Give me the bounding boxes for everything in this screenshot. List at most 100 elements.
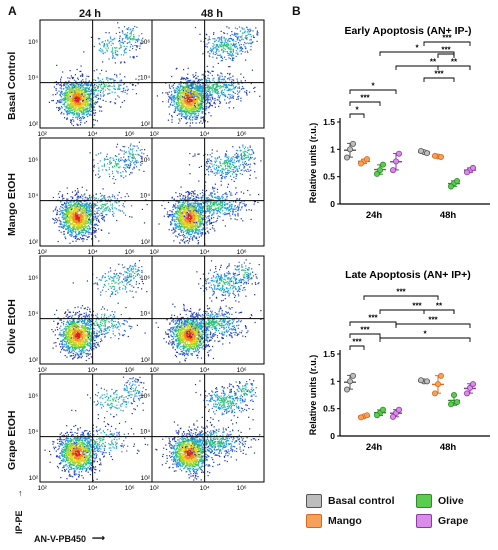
y-tick-label: 1 (330, 376, 335, 386)
flow-plot-frame (39, 19, 153, 129)
data-point (380, 406, 387, 413)
x-category-label: 24h (366, 442, 383, 453)
x-tick-label: 10² (150, 249, 160, 256)
data-point (350, 372, 357, 379)
flow-dots (156, 26, 261, 127)
significance-bracket: *** (379, 302, 455, 314)
y-tick-label: 10⁶ (28, 393, 38, 400)
significance-bracket: *** (349, 326, 381, 338)
y-tick-label: 10⁴ (28, 192, 38, 199)
y-tick-label: 1 (330, 144, 335, 154)
data-point (364, 412, 371, 419)
x-tick-label: 10⁴ (88, 131, 98, 138)
x-tick-label: 10⁶ (237, 131, 247, 138)
data-point (466, 384, 473, 391)
column-header-24h: 24 h (78, 8, 101, 20)
data-point (463, 169, 470, 176)
y-tick-label: 10⁴ (28, 428, 38, 435)
significance-label: *** (441, 46, 451, 55)
flow-plot-frame (151, 373, 265, 483)
y-tick-label: 10⁶ (140, 393, 150, 400)
y-tick-label: 10² (141, 357, 151, 364)
x-axis-arrow-icon: ⟶ (92, 533, 105, 543)
data-point (358, 414, 365, 421)
data-point (469, 164, 476, 171)
x-tick-label: 10² (38, 367, 48, 374)
flow-plot-1-0: 10⁶ 10⁴ 10² 10² 10⁴ 10⁶ (28, 137, 153, 256)
y-tick-label: 0 (330, 199, 335, 209)
flow-dots (155, 259, 262, 363)
x-tick-label: 10⁶ (237, 485, 247, 492)
x-tick-label: 10⁶ (237, 367, 247, 374)
legend-mango: Mango (306, 514, 362, 528)
x-tick-label: 10² (150, 131, 160, 138)
y-tick-label: 10² (29, 475, 39, 482)
x-tick-label: 10⁶ (125, 367, 135, 374)
data-point (417, 377, 424, 384)
y-tick-label: 0.5 (323, 404, 335, 414)
significance-label: *** (412, 302, 422, 311)
significance-bracket: *** (363, 288, 439, 300)
significance-bracket: *** (423, 70, 455, 82)
y-tick-label: 10⁴ (140, 192, 150, 199)
data-point (437, 153, 444, 160)
data-point (447, 183, 454, 190)
significance-bracket: *** (423, 34, 471, 46)
y-tick-label: 1.5 (323, 349, 335, 359)
significance-label: *** (428, 316, 438, 325)
data-point (423, 378, 430, 385)
flow-plot-0-1: 10⁶ 10⁴ 10² 10² 10⁴ 10⁶ (140, 19, 265, 138)
data-point (344, 154, 351, 161)
data-point (380, 161, 387, 168)
significance-label: * (423, 330, 427, 339)
flow-plot-2-1: 10⁶ 10⁴ 10² 10² 10⁴ 10⁶ (140, 255, 265, 374)
x-tick-label: 10² (38, 131, 48, 138)
significance-bracket: *** (395, 316, 471, 328)
flow-dots (44, 376, 149, 481)
x-category-label: 48h (440, 210, 457, 221)
significance-bracket: *** (349, 338, 365, 350)
data-point (358, 160, 365, 167)
y-tick-label: 10² (29, 239, 39, 246)
chart-0: Early Apoptosis (AN+ IP-) Relative units … (308, 25, 490, 221)
data-point (364, 156, 371, 163)
data-point (350, 140, 357, 147)
data-point (463, 390, 470, 397)
chart-1: Late Apoptosis (AN+ IP+) Relative units (… (308, 269, 490, 453)
data-point (390, 167, 397, 174)
x-tick-label: 10⁶ (125, 131, 135, 138)
x-tick-label: 10⁶ (125, 249, 135, 256)
significance-label: *** (442, 34, 452, 43)
x-tick-label: 10² (38, 249, 48, 256)
flow-plot-2-0: 10⁶ 10⁴ 10² 10² 10⁴ 10⁶ (28, 255, 153, 374)
x-tick-label: 10² (38, 485, 48, 492)
apoptosis-charts: Early Apoptosis (AN+ IP-) Relative units … (308, 25, 490, 453)
legend-label-mango: Mango (328, 515, 362, 527)
legend-label-grape: Grape (438, 515, 469, 527)
significance-label: *** (352, 338, 362, 347)
flow-plot-frame (39, 255, 153, 365)
y-tick-label: 10² (29, 121, 39, 128)
flow-dots (158, 144, 262, 245)
data-point (390, 413, 397, 420)
flow-dots (51, 260, 148, 362)
y-tick-label: 10² (29, 357, 39, 364)
x-tick-label: 10⁶ (125, 485, 135, 492)
data-point (377, 167, 384, 174)
y-tick-label: 10⁴ (140, 428, 150, 435)
significance-bracket: ** (395, 58, 471, 70)
significance-label: ** (430, 58, 437, 67)
panel-a-letter: A (8, 4, 17, 18)
flow-plot-3-1: 10⁶ 10⁴ 10² 10² 10⁴ 10⁶ (140, 373, 265, 492)
data-point (393, 158, 400, 165)
significance-bracket: *** (349, 94, 381, 106)
flow-dots (48, 22, 145, 127)
y-tick-label: 10⁶ (140, 39, 150, 46)
significance-bracket: * (349, 82, 397, 94)
legend-swatch-olive (416, 494, 432, 508)
y-tick-label: 10² (141, 121, 151, 128)
significance-label: *** (360, 94, 370, 103)
y-tick-label: 10² (141, 239, 151, 246)
x-tick-label: 10⁴ (200, 249, 210, 256)
significance-bracket: ** (423, 302, 455, 314)
